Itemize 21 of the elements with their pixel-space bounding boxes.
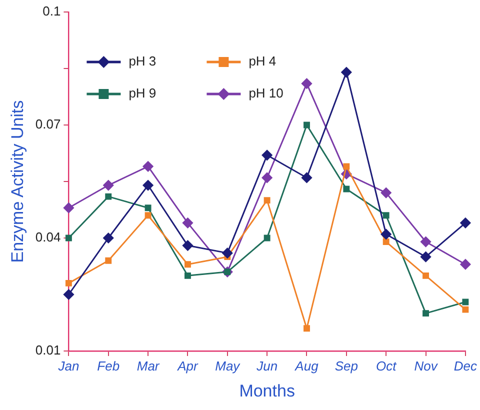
x-tick-label: Nov bbox=[414, 358, 439, 374]
x-axis-title: Months bbox=[239, 381, 295, 400]
y-axis-title: Enzyme Activity Units bbox=[8, 100, 27, 263]
x-tick-label: Feb bbox=[97, 358, 120, 374]
x-tick-label: Aug bbox=[294, 358, 320, 374]
x-tick-label: Sep bbox=[334, 358, 358, 374]
x-tick-label: Dec bbox=[454, 358, 478, 374]
legend-label: pH 3 bbox=[128, 54, 156, 69]
y-tick-label: 0.04 bbox=[35, 230, 61, 245]
x-tick-label: Oct bbox=[376, 358, 398, 374]
x-tick-label: Jun bbox=[256, 358, 278, 374]
x-tick-label: Apr bbox=[176, 358, 199, 374]
x-tick-label: Jan bbox=[57, 358, 80, 374]
y-tick-label: 0.07 bbox=[35, 116, 61, 132]
legend-label: pH 9 bbox=[128, 86, 156, 101]
x-tick-label: Mar bbox=[136, 358, 160, 374]
x-tick-label: May bbox=[215, 358, 242, 374]
legend-label: pH 4 bbox=[248, 54, 276, 69]
y-tick-label: 0.01 bbox=[35, 342, 61, 358]
legend-label: pH 10 bbox=[248, 86, 284, 101]
y-tick-label: 0.1 bbox=[42, 4, 61, 19]
